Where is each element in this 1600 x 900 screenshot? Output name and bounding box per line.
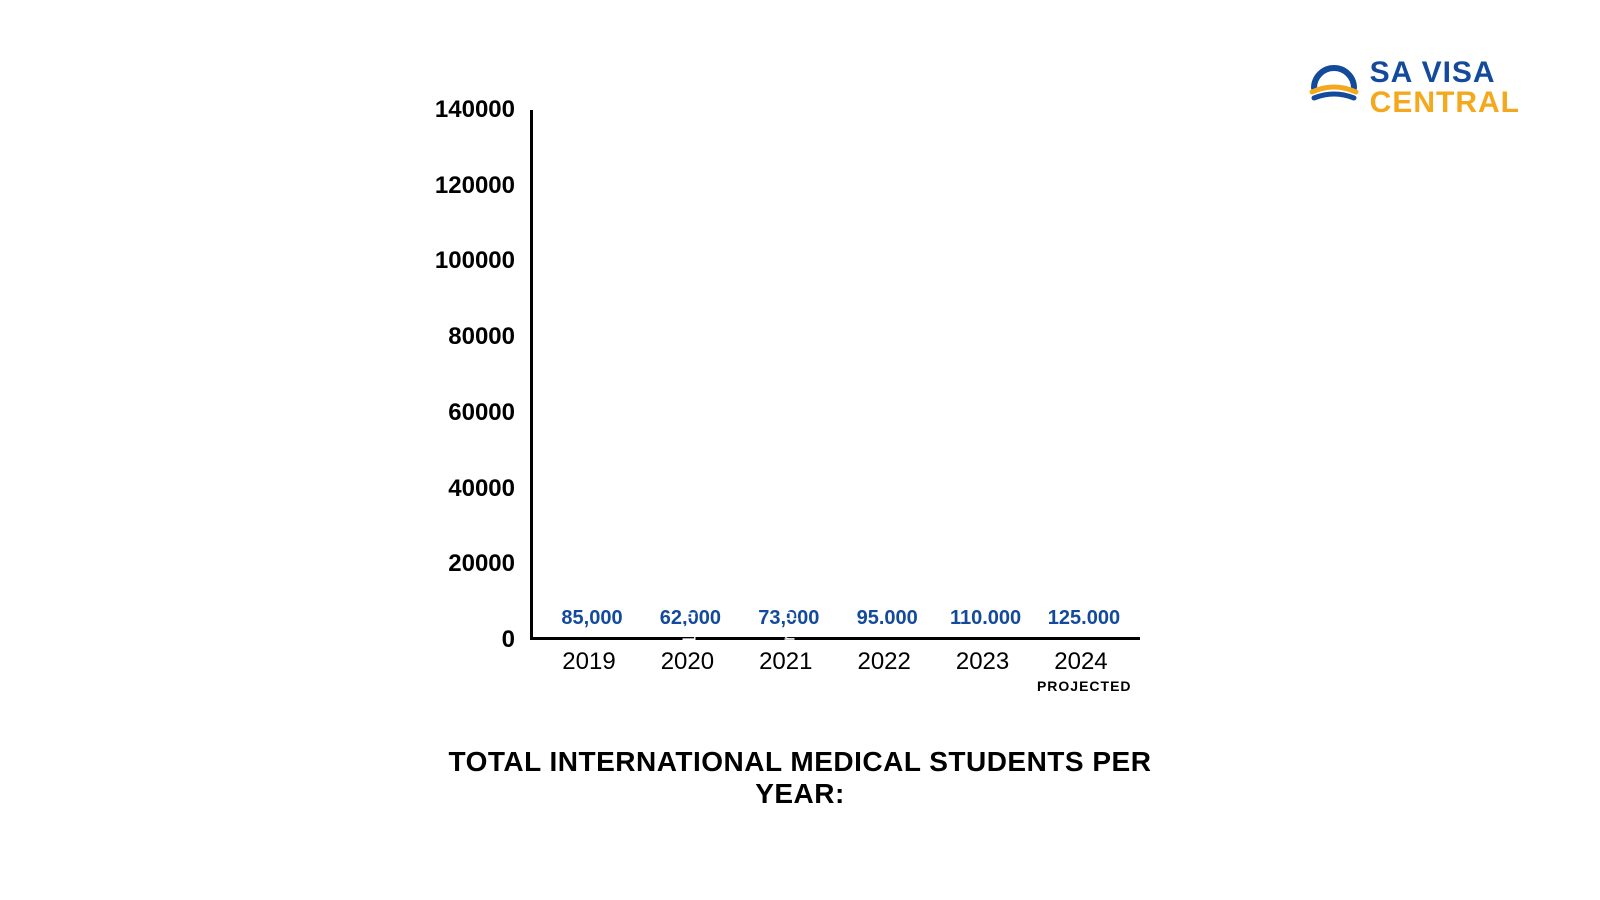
y-tick: 40000 (448, 475, 515, 503)
logo-line2: CENTRAL (1370, 88, 1520, 118)
logo-line1: SA VISA (1370, 58, 1520, 88)
y-tick: 100000 (435, 247, 515, 275)
x-label: 2019 (545, 648, 633, 694)
bar-value-label: 85,000 (561, 607, 622, 630)
globe-swoosh-icon (1306, 60, 1362, 116)
logo-text: SA VISA CENTRAL (1370, 58, 1520, 118)
x-label: 2020 (643, 648, 731, 694)
x-label: 2024 PROJECTED (1037, 648, 1125, 694)
bar-value-label: 125.000 (1048, 607, 1120, 630)
x-category: 2020 (643, 648, 731, 676)
x-category: 2023 (939, 648, 1027, 676)
x-category: 2021 (742, 648, 830, 676)
x-label: 2021 (742, 648, 830, 694)
y-tick: 80000 (448, 323, 515, 351)
y-tick: 120000 (435, 172, 515, 200)
x-category: 2019 (545, 648, 633, 676)
y-tick: 140000 (435, 96, 515, 124)
x-label: 2022 (840, 648, 928, 694)
bar-value-label: 95.000 (857, 607, 918, 630)
y-tick: 0 (502, 626, 515, 654)
y-tick: 60000 (448, 399, 515, 427)
brand-logo: SA VISA CENTRAL (1306, 58, 1520, 118)
x-label: 2023 (939, 648, 1027, 694)
bars-row: 85,000 62,000 (COVID-19 impact) 73,000 (… (548, 110, 1128, 637)
x-category: 2024 (1037, 648, 1125, 676)
plot-area: 85,000 62,000 (COVID-19 impact) 73,000 (… (530, 110, 1140, 640)
chart-title: TOTAL INTERNATIONAL MEDICAL STUDENTS PER… (400, 746, 1200, 810)
y-axis: 140000 120000 100000 80000 60000 40000 2… (420, 110, 525, 640)
x-sublabel: PROJECTED (1037, 678, 1125, 694)
y-tick: 20000 (448, 550, 515, 578)
x-axis-labels: 2019 2020 2021 2022 2023 2024 PROJECTED (545, 648, 1125, 694)
x-category: 2022 (840, 648, 928, 676)
bar-value-label: 110.000 (950, 607, 1021, 630)
bar-chart: 140000 120000 100000 80000 60000 40000 2… (420, 100, 1140, 680)
